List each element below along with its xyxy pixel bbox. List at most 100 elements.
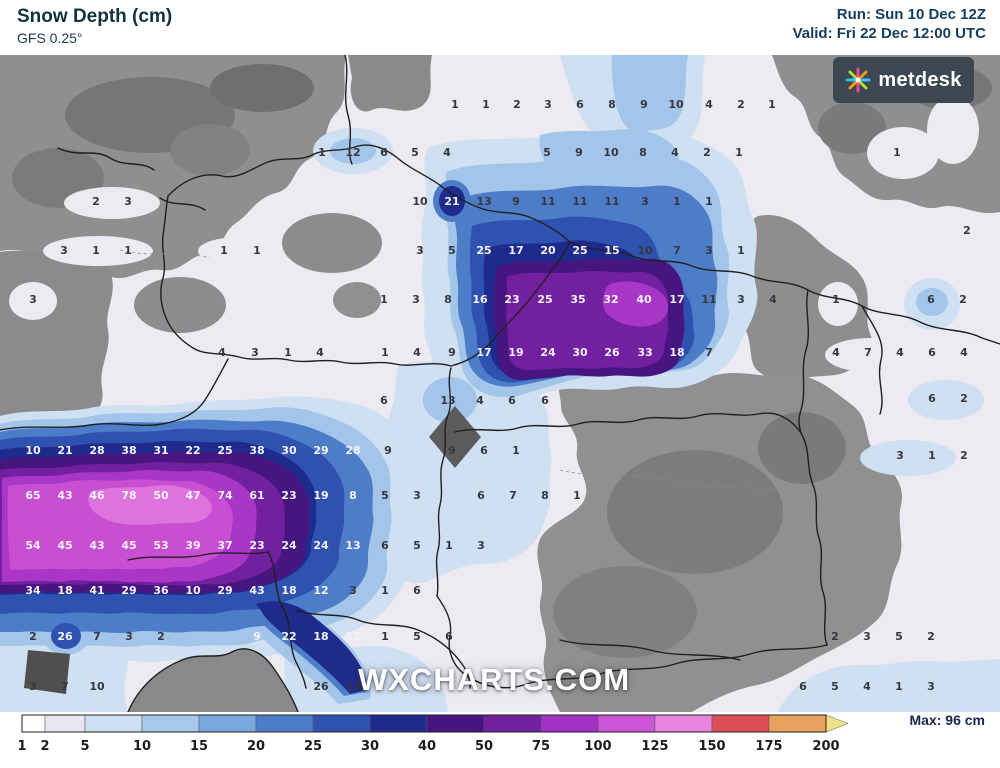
map-value: 24 [281, 539, 297, 552]
run-timestamp: Run: Sun 10 Dec 12Z [836, 6, 986, 23]
legend-segment [44, 714, 86, 733]
map-value: 33 [637, 346, 652, 359]
map-value: 4 [316, 346, 324, 359]
map-value: 21 [444, 195, 459, 208]
legend-tick-label: 5 [80, 739, 89, 754]
map-value: 78 [121, 489, 136, 502]
legend-segment [198, 714, 257, 733]
map-value: 9 [575, 146, 583, 159]
map-value: 6 [508, 394, 516, 407]
legend-tick-label: 75 [532, 739, 550, 754]
map-value: 13 [345, 680, 360, 693]
map-value: 1 [220, 244, 228, 257]
map-value: 6 [576, 98, 584, 111]
map-value: 3 [251, 346, 259, 359]
legend-tick-label: 200 [812, 739, 839, 754]
map-value: 1 [381, 630, 389, 643]
legend-segment [426, 714, 485, 733]
map-value: 10 [185, 584, 201, 597]
map-value: 3 [641, 195, 649, 208]
map-value: 1 [482, 98, 490, 111]
map-value: 5 [543, 146, 551, 159]
regional-borders [119, 249, 791, 583]
map-value: 1 [451, 98, 459, 111]
legend-tick-labels: 1 2 5 10 15 20 25 30 40 50 75 100 125 150 175 200 [17, 739, 839, 754]
valid-timestamp: Valid: Fri 22 Dec 12:00 UTC [792, 25, 986, 42]
map-value: 25 [572, 244, 587, 257]
legend-segment [369, 714, 428, 733]
legend-segment [654, 714, 713, 733]
legend-tick-label: 125 [641, 739, 668, 754]
map-value: 13 [345, 539, 360, 552]
map-value: 18 [281, 584, 296, 597]
map-value: 2 [703, 146, 711, 159]
map-value: 7 [61, 680, 69, 693]
map-value: 9 [253, 630, 261, 643]
map-value: 3 [125, 630, 133, 643]
map-value: 5 [413, 539, 421, 552]
map-value: 5 [411, 146, 419, 159]
map-value: 18 [313, 630, 328, 643]
map-value: 2 [960, 449, 968, 462]
legend-segment [711, 714, 770, 733]
map-value: 2 [959, 293, 967, 306]
legend-bar [21, 714, 849, 733]
map-value: 6 [541, 394, 549, 407]
map-value: 2 [927, 630, 935, 643]
legend-segment [84, 714, 143, 733]
map-value: 2 [29, 630, 37, 643]
map-value: 5 [413, 630, 421, 643]
map-value: 1 [380, 293, 388, 306]
grid-value-labels: 1 1 2 3 6 8 9 10 4 2 11 12 6 5 4 5 9 10 8 4 2 1 12 3 10 21 13 9 11 11… [25, 98, 970, 693]
map-value: 8 [541, 489, 549, 502]
map-value: 1 [893, 146, 901, 159]
map-value: 61 [249, 489, 264, 502]
map-value: 3 [544, 98, 552, 111]
map-value: 3 [416, 244, 424, 257]
map-value: 34 [25, 584, 41, 597]
legend-segment [141, 714, 200, 733]
map-value: 9 [448, 444, 456, 457]
map-value: 20 [540, 244, 556, 257]
map-value: 24 [540, 346, 556, 359]
map-value: 65 [25, 489, 40, 502]
map-value: 16 [472, 293, 488, 306]
map-value: 3 [29, 293, 37, 306]
map-value: 30 [281, 444, 297, 457]
legend-segment [597, 714, 656, 733]
legend-segment [312, 714, 371, 733]
map-value: 26 [313, 680, 329, 693]
map-value: 2 [960, 392, 968, 405]
map-value: 6 [480, 444, 488, 457]
map-value: 40 [636, 293, 652, 306]
coastline [127, 648, 299, 712]
map-value: 7 [673, 244, 681, 257]
map-value: 1 [573, 489, 581, 502]
map-value: 1 [768, 98, 776, 111]
map-value: 1 [673, 195, 681, 208]
map-value: 1 [92, 244, 100, 257]
map-value: 6 [927, 293, 935, 306]
map-value: 6 [799, 680, 807, 693]
map-value: 2 [963, 224, 971, 237]
legend-tick-label: 50 [475, 739, 493, 754]
map-value: 29 [217, 584, 232, 597]
map-value: 4 [476, 394, 484, 407]
map-value: 10 [412, 195, 428, 208]
map-value: 1 [832, 293, 840, 306]
map-value: 3 [863, 630, 871, 643]
map-value: 38 [121, 444, 136, 457]
map-value: 1 [895, 680, 903, 693]
map-value: 1 [318, 146, 326, 159]
map-value: 46 [89, 489, 105, 502]
map-value: 3 [737, 293, 745, 306]
map-value: 17 [669, 293, 684, 306]
snow-field [0, 55, 1000, 712]
map-value: 4 [896, 346, 904, 359]
map-value: 4 [671, 146, 679, 159]
map-value: 5 [381, 489, 389, 502]
map-value: 18 [57, 584, 72, 597]
map-value: 8 [608, 98, 616, 111]
map-value: 9 [640, 98, 648, 111]
map-value: 9 [512, 195, 520, 208]
